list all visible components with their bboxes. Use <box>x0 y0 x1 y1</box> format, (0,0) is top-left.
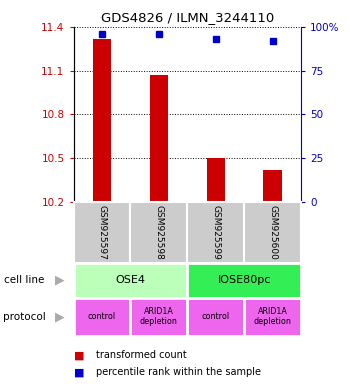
Text: GSM925597: GSM925597 <box>97 205 106 260</box>
Bar <box>130 298 187 336</box>
Text: percentile rank within the sample: percentile rank within the sample <box>96 367 261 377</box>
Bar <box>130 202 187 263</box>
Bar <box>74 298 130 336</box>
Bar <box>244 298 301 336</box>
Text: ▶: ▶ <box>55 310 64 323</box>
Text: ■: ■ <box>74 350 84 360</box>
Bar <box>74 202 130 263</box>
Text: ARID1A
depletion: ARID1A depletion <box>254 307 292 326</box>
Text: ARID1A
depletion: ARID1A depletion <box>140 307 178 326</box>
Text: cell line: cell line <box>4 275 44 285</box>
Title: GDS4826 / ILMN_3244110: GDS4826 / ILMN_3244110 <box>101 11 274 24</box>
Bar <box>244 202 301 263</box>
Bar <box>150 75 168 202</box>
Text: GSM925598: GSM925598 <box>154 205 163 260</box>
Bar <box>93 38 111 202</box>
Text: GSM925600: GSM925600 <box>268 205 277 260</box>
Bar <box>264 170 282 202</box>
Bar <box>187 263 301 298</box>
Text: control: control <box>88 312 116 321</box>
Bar <box>74 263 187 298</box>
Text: ■: ■ <box>74 367 84 377</box>
Bar <box>187 298 244 336</box>
Bar <box>187 202 244 263</box>
Text: IOSE80pc: IOSE80pc <box>217 275 271 285</box>
Text: control: control <box>202 312 230 321</box>
Bar <box>206 158 225 202</box>
Text: transformed count: transformed count <box>96 350 187 360</box>
Text: GSM925599: GSM925599 <box>211 205 220 260</box>
Text: OSE4: OSE4 <box>116 275 145 285</box>
Text: ▶: ▶ <box>55 274 64 287</box>
Text: protocol: protocol <box>4 312 46 322</box>
